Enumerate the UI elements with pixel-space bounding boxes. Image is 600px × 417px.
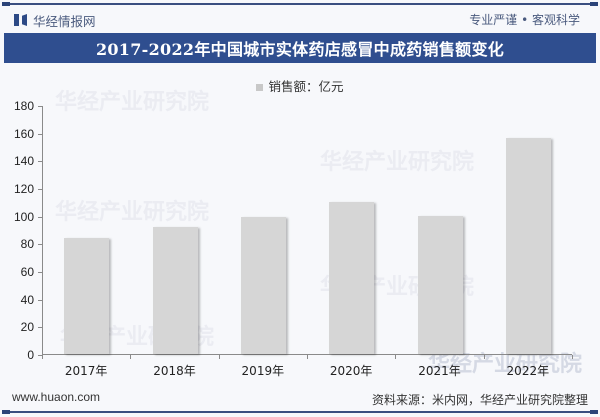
- y-axis: [42, 106, 43, 355]
- y-tick-label: 100: [13, 209, 34, 224]
- tagline: 专业严谨 • 客观科学: [469, 13, 580, 27]
- y-tick: [38, 355, 42, 356]
- y-tick: [38, 216, 42, 218]
- bar-2019年: [240, 217, 286, 354]
- top-border-line: [2, 2, 598, 6]
- bar-2021年: [417, 215, 463, 354]
- y-tick-label: 40: [20, 292, 34, 307]
- chart-title: 2017-2022年中国城市实体药店感冒中成药销售额变化: [95, 40, 505, 59]
- brand-name: 华经情报网: [33, 13, 96, 29]
- x-tick-label: 2020年: [329, 364, 373, 378]
- x-tick: [42, 355, 43, 359]
- plot-area: 0 20 40 60 80 100 120 140 160 180 2017年 2018年 2019年 2…: [14, 99, 573, 378]
- bar-2018年: [152, 226, 198, 354]
- y-tick-label: 80: [20, 237, 34, 252]
- bar-chart: 华经产业研究院 华经产业研究院 华经产业研究院 华经产业研究院 华经产业研究院 …: [0, 64, 600, 384]
- x-tick: [130, 355, 132, 359]
- bottom-border-line: [2, 410, 598, 414]
- x-tick-label: 2017年: [64, 364, 108, 378]
- y-tick-label: 60: [20, 265, 34, 279]
- y-tick: [38, 189, 42, 190]
- x-tick: [395, 355, 397, 359]
- y-tick-label: 180: [13, 99, 34, 113]
- x-tick-label: 2021年: [418, 364, 461, 378]
- bar-2017年: [64, 237, 110, 354]
- x-tick-label: 2018年: [153, 364, 196, 378]
- footer-website: www.huaon.com: [12, 390, 101, 404]
- y-tick-label: 0: [27, 348, 34, 362]
- x-tick: [572, 355, 573, 359]
- chart-title-banner: 2017-2022年中国城市实体药店感冒中成药销售额变化: [4, 33, 596, 63]
- y-tick: [38, 133, 42, 135]
- y-tick: [38, 299, 42, 301]
- brand-logo-icon: [14, 14, 27, 26]
- y-tick: [38, 244, 42, 246]
- brand: 华经情报网: [14, 10, 96, 30]
- x-tick-label: 2019年: [241, 364, 285, 378]
- x-tick: [218, 355, 220, 359]
- x-tick: [307, 355, 308, 359]
- y-tick-label: 20: [20, 320, 34, 335]
- x-tick-label: 2022年: [506, 364, 550, 378]
- chart-legend: 销售额：亿元: [0, 76, 600, 95]
- y-tick: [38, 106, 42, 107]
- bar-2020年: [329, 201, 375, 354]
- x-axis: [42, 354, 572, 355]
- legend-label: 销售额：亿元: [268, 79, 344, 94]
- y-tick-label: 120: [13, 182, 34, 196]
- y-tick: [38, 272, 42, 273]
- footer-source: 资料来源：米内网，华经产业研究院整理: [371, 393, 588, 407]
- y-tick-label: 160: [13, 126, 34, 141]
- x-tick: [483, 355, 485, 359]
- bar-2022年: [505, 138, 551, 354]
- y-tick: [38, 161, 42, 163]
- y-tick-label: 140: [13, 154, 34, 169]
- legend-swatch-icon: [256, 84, 264, 91]
- y-tick: [38, 327, 42, 329]
